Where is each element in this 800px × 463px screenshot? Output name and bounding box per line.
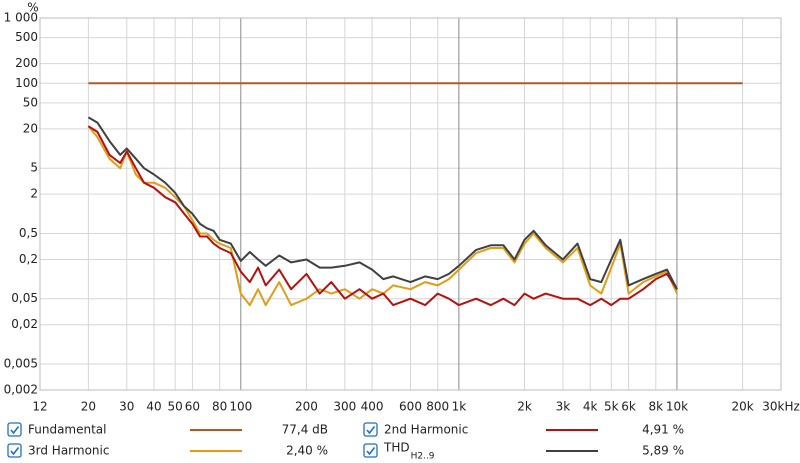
checkbox-box[interactable]	[7, 422, 22, 437]
x-tick-label: 8k	[649, 400, 664, 414]
x-tick-label: 12	[32, 400, 47, 414]
x-tick-label: 80	[212, 400, 227, 414]
y-tick-label: 0,05	[11, 291, 38, 305]
x-tick-label: 2k	[517, 400, 532, 414]
legend-label: Fundamental	[28, 423, 107, 437]
x-tick-label: 800	[426, 400, 449, 414]
legend-label: 3rd Harmonic	[28, 444, 109, 458]
series-line	[87, 116, 678, 290]
legend-label-subscript: H2..9	[411, 452, 435, 462]
checkbox-check[interactable]	[10, 447, 20, 456]
y-tick-label: 100	[15, 76, 38, 90]
legend-checkbox[interactable]	[363, 422, 378, 437]
x-tick-label: 1k	[452, 400, 467, 414]
legend-checkbox[interactable]	[363, 443, 378, 458]
y-tick-label: 0,002	[4, 383, 38, 397]
legend-value: 77,4 dB	[282, 423, 328, 437]
y-tick-label: 0,005	[4, 357, 38, 371]
plot	[87, 82, 743, 307]
y-axis-label: %	[27, 1, 38, 15]
y-tick-label: 50	[23, 95, 38, 109]
x-tick-label: 100	[229, 400, 252, 414]
y-tick-label: 0,5	[19, 226, 38, 240]
checkbox-check[interactable]	[366, 447, 376, 456]
series-line	[87, 125, 678, 307]
checkbox-check[interactable]	[10, 426, 20, 435]
x-tick-label: 60	[185, 400, 200, 414]
y-tick-label: 200	[15, 56, 38, 70]
plot-frame	[39, 17, 782, 391]
legend: Fundamental 77,4 dB 2nd Harmonic 4,91 % 3rd …	[7, 422, 684, 462]
x-tick-label: 30	[119, 400, 134, 414]
y-tick-label: 0,2	[19, 252, 38, 266]
checkbox-box[interactable]	[7, 443, 22, 458]
y-tick-label: 2	[30, 187, 38, 201]
x-tick-label: 20	[81, 400, 96, 414]
legend-value: 2,40 %	[286, 444, 328, 458]
x-tick-label: 40	[146, 400, 161, 414]
checkbox-check[interactable]	[366, 426, 376, 435]
y-tick-label: 20	[23, 121, 38, 135]
x-tick-label: 400	[361, 400, 384, 414]
x-tick-label: 600	[399, 400, 422, 414]
x-tick-label: 20k	[731, 400, 753, 414]
checkbox-box[interactable]	[363, 422, 378, 437]
legend-checkbox[interactable]	[7, 443, 22, 458]
x-tick-label: 6k	[621, 400, 636, 414]
legend-label: THD	[383, 441, 410, 455]
x-tick-label: 200	[295, 400, 318, 414]
y-tick-label: 0,02	[11, 317, 38, 331]
y-tick-label: 500	[15, 30, 38, 44]
x-tick-label: 4k	[583, 400, 598, 414]
checkbox-box[interactable]	[363, 443, 378, 458]
grid: 1 000 500 200 100 50 20 5 2 0,5 0,2 0,05 0,02 0,005 0…	[4, 11, 800, 414]
y-tick-label: 1 000	[4, 11, 38, 25]
x-tick-label: 50	[168, 400, 183, 414]
x-tick-label: 10k	[666, 400, 688, 414]
legend-checkbox[interactable]	[7, 422, 22, 437]
x-tick-label: 30kHz	[762, 400, 800, 414]
legend-value: 4,91 %	[642, 423, 684, 437]
legend-value: 5,89 %	[642, 444, 684, 458]
x-tick-label: 300	[333, 400, 356, 414]
x-tick-label: 3k	[556, 400, 571, 414]
x-tick-label: 5k	[604, 400, 619, 414]
legend-label: 2nd Harmonic	[384, 423, 468, 437]
y-tick-label: 5	[30, 161, 38, 175]
